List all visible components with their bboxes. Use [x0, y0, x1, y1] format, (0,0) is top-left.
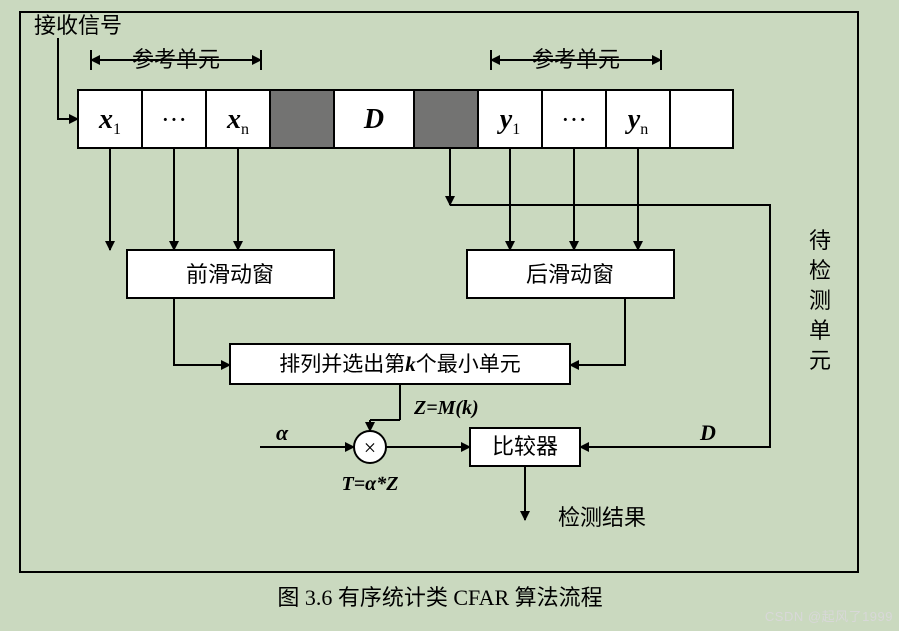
- cell: [414, 90, 478, 148]
- svg-text:单: 单: [809, 318, 831, 343]
- taz-label: T=α*Z: [342, 473, 399, 495]
- sort-select-label: 排列并选出第k个最小单元: [279, 352, 521, 376]
- lagging-window-label: 后滑动窗: [526, 262, 614, 287]
- svg-text:测: 测: [809, 288, 831, 313]
- alpha-label: α: [276, 420, 289, 445]
- watermark: CSDN @起风了1999: [765, 606, 893, 625]
- svg-text:×: ×: [364, 435, 376, 460]
- cell-label: D: [363, 104, 384, 135]
- arrows-to-lagging: [510, 148, 638, 250]
- d-branch-right: [450, 205, 770, 447]
- diagram-canvas: 接收信号 参考单元 参考单元 x1···xnDy1···yn D 前滑动窗 后滑…: [0, 0, 899, 631]
- zmk-label: Z=M(k): [413, 397, 479, 419]
- leading-window-label: 前滑动窗: [186, 262, 274, 287]
- caption: 图 3.6 有序统计类 CFAR 算法流程: [277, 585, 602, 610]
- comparator-label: 比较器: [492, 434, 558, 459]
- cell-label: ···: [161, 105, 187, 134]
- result-label: 检测结果: [558, 505, 646, 530]
- lagging-to-sort: [570, 298, 625, 365]
- svg-text:检: 检: [809, 258, 831, 283]
- arrows-to-leading: [110, 148, 238, 250]
- svg-text:元: 元: [809, 348, 831, 373]
- leading-to-sort: [174, 298, 230, 365]
- cell-label: ···: [561, 105, 587, 134]
- input-signal-arrow: [58, 38, 78, 119]
- cell: [270, 90, 334, 148]
- cell-bar: x1···xnDy1···yn: [78, 90, 733, 148]
- input-signal-label: 接收信号: [34, 13, 122, 38]
- ref-label-right: 参考单元: [532, 47, 620, 72]
- svg-text:待: 待: [809, 228, 831, 253]
- ref-label-left: 参考单元: [132, 47, 220, 72]
- detection-cell-label: 待检测单元: [809, 228, 831, 373]
- d-label: D: [699, 420, 716, 445]
